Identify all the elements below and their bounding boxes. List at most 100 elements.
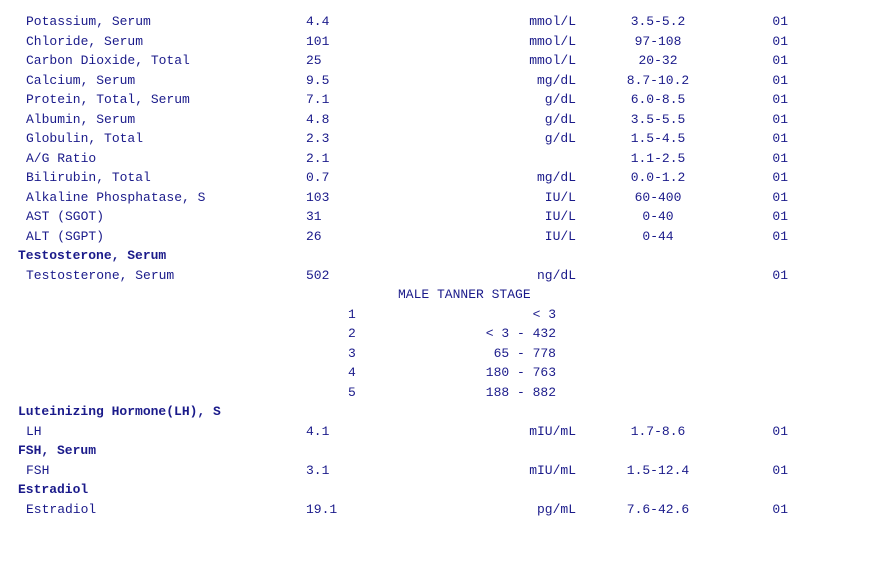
tanner-stage-number: 3 [348, 344, 436, 364]
test-value: 3.1 [306, 461, 376, 481]
test-name: Calcium, Serum [18, 71, 306, 91]
test-name: Chloride, Serum [18, 32, 306, 52]
reference-range: 60-400 [588, 188, 728, 208]
tanner-stage-range: < 3 - 432 [436, 324, 556, 344]
reference-range: 3.5-5.5 [588, 110, 728, 130]
tanner-stage-row: 1< 3 [18, 305, 859, 325]
tanner-stage-range: 65 - 778 [436, 344, 556, 364]
lab-code: 01 [728, 168, 788, 188]
result-row: Albumin, Serum4.8g/dL3.5-5.501 [18, 110, 859, 130]
test-value: 0.7 [306, 168, 376, 188]
result-row: LH4.1mIU/mL1.7-8.601 [18, 422, 859, 442]
reference-range: 8.7-10.2 [588, 71, 728, 91]
test-units: mg/dL [376, 168, 588, 188]
reference-range: 7.6-42.6 [588, 500, 728, 520]
section-header: Luteinizing Hormone(LH), S [18, 402, 859, 422]
lab-code: 01 [728, 129, 788, 149]
test-name: Bilirubin, Total [18, 168, 306, 188]
lab-code: 01 [728, 188, 788, 208]
lab-code: 01 [728, 149, 788, 169]
reference-range: 1.5-4.5 [588, 129, 728, 149]
result-row: Potassium, Serum4.4mmol/L3.5-5.201 [18, 12, 859, 32]
result-row: A/G Ratio2.1 1.1-2.501 [18, 149, 859, 169]
test-value: 4.4 [306, 12, 376, 32]
test-value: 19.1 [306, 500, 376, 520]
test-value: 25 [306, 51, 376, 71]
lab-code: 01 [728, 90, 788, 110]
test-value: 502 [306, 266, 376, 286]
lab-code: 01 [728, 461, 788, 481]
reference-range: 1.1-2.5 [588, 149, 728, 169]
reference-range: 97-108 [588, 32, 728, 52]
test-units: IU/L [376, 188, 588, 208]
test-value: 2.3 [306, 129, 376, 149]
test-units: ng/dL [376, 266, 588, 286]
lab-code: 01 [728, 500, 788, 520]
lab-code: 01 [728, 207, 788, 227]
test-units: pg/mL [376, 500, 588, 520]
reference-range: 0-44 [588, 227, 728, 247]
tanner-stage-number: 2 [348, 324, 436, 344]
lab-code: 01 [728, 51, 788, 71]
tanner-stage-row: 5188 - 882 [18, 383, 859, 403]
test-units: mmol/L [376, 32, 588, 52]
section-header-label: FSH, Serum [18, 441, 298, 461]
section-header: Estradiol [18, 480, 859, 500]
reference-range: 20-32 [588, 51, 728, 71]
test-value: 101 [306, 32, 376, 52]
lab-code: 01 [728, 12, 788, 32]
tanner-stage-row: 365 - 778 [18, 344, 859, 364]
tanner-stage-number: 4 [348, 363, 436, 383]
test-value: 7.1 [306, 90, 376, 110]
test-name: Globulin, Total [18, 129, 306, 149]
test-units: mmol/L [376, 12, 588, 32]
result-row: Chloride, Serum101mmol/L97-10801 [18, 32, 859, 52]
test-name: Carbon Dioxide, Total [18, 51, 306, 71]
test-name: FSH [18, 461, 306, 481]
result-row: Estradiol19.1pg/mL7.6-42.601 [18, 500, 859, 520]
test-units: mIU/mL [376, 422, 588, 442]
result-row: Testosterone, Serum502ng/dL01 [18, 266, 859, 286]
test-name: LH [18, 422, 306, 442]
test-units: mmol/L [376, 51, 588, 71]
tanner-stage-row: 4180 - 763 [18, 363, 859, 383]
result-row: Bilirubin, Total0.7mg/dL0.0-1.201 [18, 168, 859, 188]
tanner-title-text: MALE TANNER STAGE [398, 285, 531, 305]
test-units: mIU/mL [376, 461, 588, 481]
test-name: A/G Ratio [18, 149, 306, 169]
test-name: Alkaline Phosphatase, S [18, 188, 306, 208]
reference-range: 0-40 [588, 207, 728, 227]
tanner-stage-range: 180 - 763 [436, 363, 556, 383]
section-header: FSH, Serum [18, 441, 859, 461]
reference-range: 3.5-5.2 [588, 12, 728, 32]
test-value: 2.1 [306, 149, 376, 169]
tanner-stage-range: 188 - 882 [436, 383, 556, 403]
reference-range: 1.5-12.4 [588, 461, 728, 481]
test-units: g/dL [376, 129, 588, 149]
test-units: g/dL [376, 90, 588, 110]
test-name: ALT (SGPT) [18, 227, 306, 247]
test-units: g/dL [376, 110, 588, 130]
test-value: 9.5 [306, 71, 376, 91]
lab-code: 01 [728, 227, 788, 247]
test-value: 31 [306, 207, 376, 227]
test-name: Estradiol [18, 500, 306, 520]
section-header-label: Testosterone, Serum [18, 246, 298, 266]
test-units: IU/L [376, 207, 588, 227]
lab-code: 01 [728, 266, 788, 286]
reference-range: 1.7-8.6 [588, 422, 728, 442]
test-value: 103 [306, 188, 376, 208]
section-header-label: Luteinizing Hormone(LH), S [18, 402, 298, 422]
tanner-stage-title: MALE TANNER STAGE [18, 285, 859, 305]
section-header: Testosterone, Serum [18, 246, 859, 266]
test-name: Albumin, Serum [18, 110, 306, 130]
result-row: Protein, Total, Serum7.1g/dL6.0-8.501 [18, 90, 859, 110]
test-value: 4.8 [306, 110, 376, 130]
lab-code: 01 [728, 110, 788, 130]
tanner-stage-row: 2< 3 - 432 [18, 324, 859, 344]
lab-code: 01 [728, 422, 788, 442]
result-row: AST (SGOT)31IU/L0-4001 [18, 207, 859, 227]
result-row: ALT (SGPT)26IU/L0-4401 [18, 227, 859, 247]
test-name: AST (SGOT) [18, 207, 306, 227]
lab-code: 01 [728, 71, 788, 91]
